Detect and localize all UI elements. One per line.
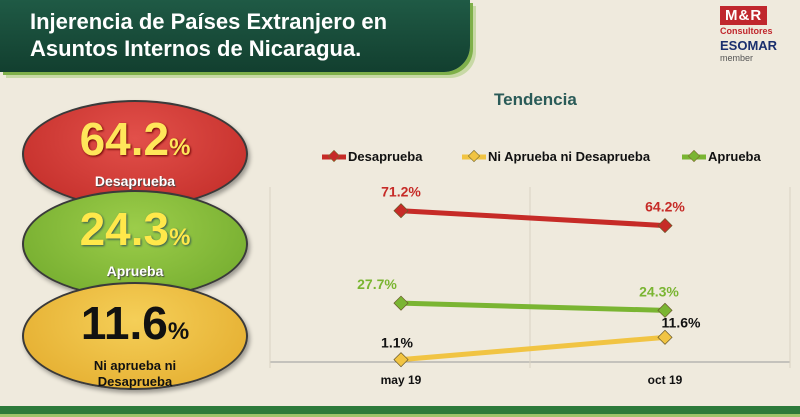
legend-label: Desaprueba [348,149,423,164]
data-label: 24.3% [639,283,679,299]
logo: M&R Consultores ESOMAR member [720,6,796,63]
data-point [393,295,409,311]
legend-marker [467,149,481,163]
aprueba-value-wrap: 24.3% [24,206,246,261]
legend-marker [687,149,701,163]
legend-marker [327,149,341,163]
data-point [657,218,673,234]
logo-esomar: ESOMAR [720,38,778,53]
ni-pct: % [167,318,190,345]
ni-value: 11.6 [80,297,168,349]
legend-label: Aprueba [708,149,762,164]
ni-value-wrap: 11.6% [24,300,246,355]
data-label: 27.7% [357,276,397,292]
x-tick-label: may 19 [381,373,422,387]
aprueba-summary: 24.3% Aprueba [22,190,248,298]
chart-title: Tendencia [494,90,577,109]
desaprueba-value-wrap: 64.2% [24,116,246,171]
legend-label: Ni Aprueba ni Desaprueba [488,149,651,164]
data-point [393,203,409,219]
page-title: Injerencia de Países Extranjero en Asunt… [30,9,388,61]
series-line [400,300,666,313]
aprueba-pct: % [169,224,191,251]
series-line [400,208,666,229]
aprueba-value: 24.3 [79,203,170,255]
x-tick-label: oct 19 [648,373,683,387]
data-point [657,329,673,345]
data-label: 1.1% [381,335,413,351]
footer-bar [0,406,800,414]
desaprueba-value: 64.2 [79,113,170,165]
desaprueba-label: Desaprueba [94,173,176,189]
title-banner: Injerencia de Países Extranjero en Asunt… [0,0,470,72]
data-point [393,352,409,368]
footer-bar-accent [0,414,800,417]
desaprueba-pct: % [169,134,191,161]
logo-sub: Consultores [720,26,773,36]
data-label: 11.6% [662,314,701,330]
logo-brand: M&R [720,6,768,25]
logo-member: member [720,53,754,63]
aprueba-label: Aprueba [106,263,164,279]
data-label: 71.2% [381,184,421,200]
ni-label: Ni aprueba ni Desaprueba [93,358,177,389]
data-label: 64.2% [645,199,685,215]
data-point [657,302,673,318]
ni-summary: 11.6% Ni aprueba ni Desaprueba [22,282,248,390]
series-line [400,334,666,363]
